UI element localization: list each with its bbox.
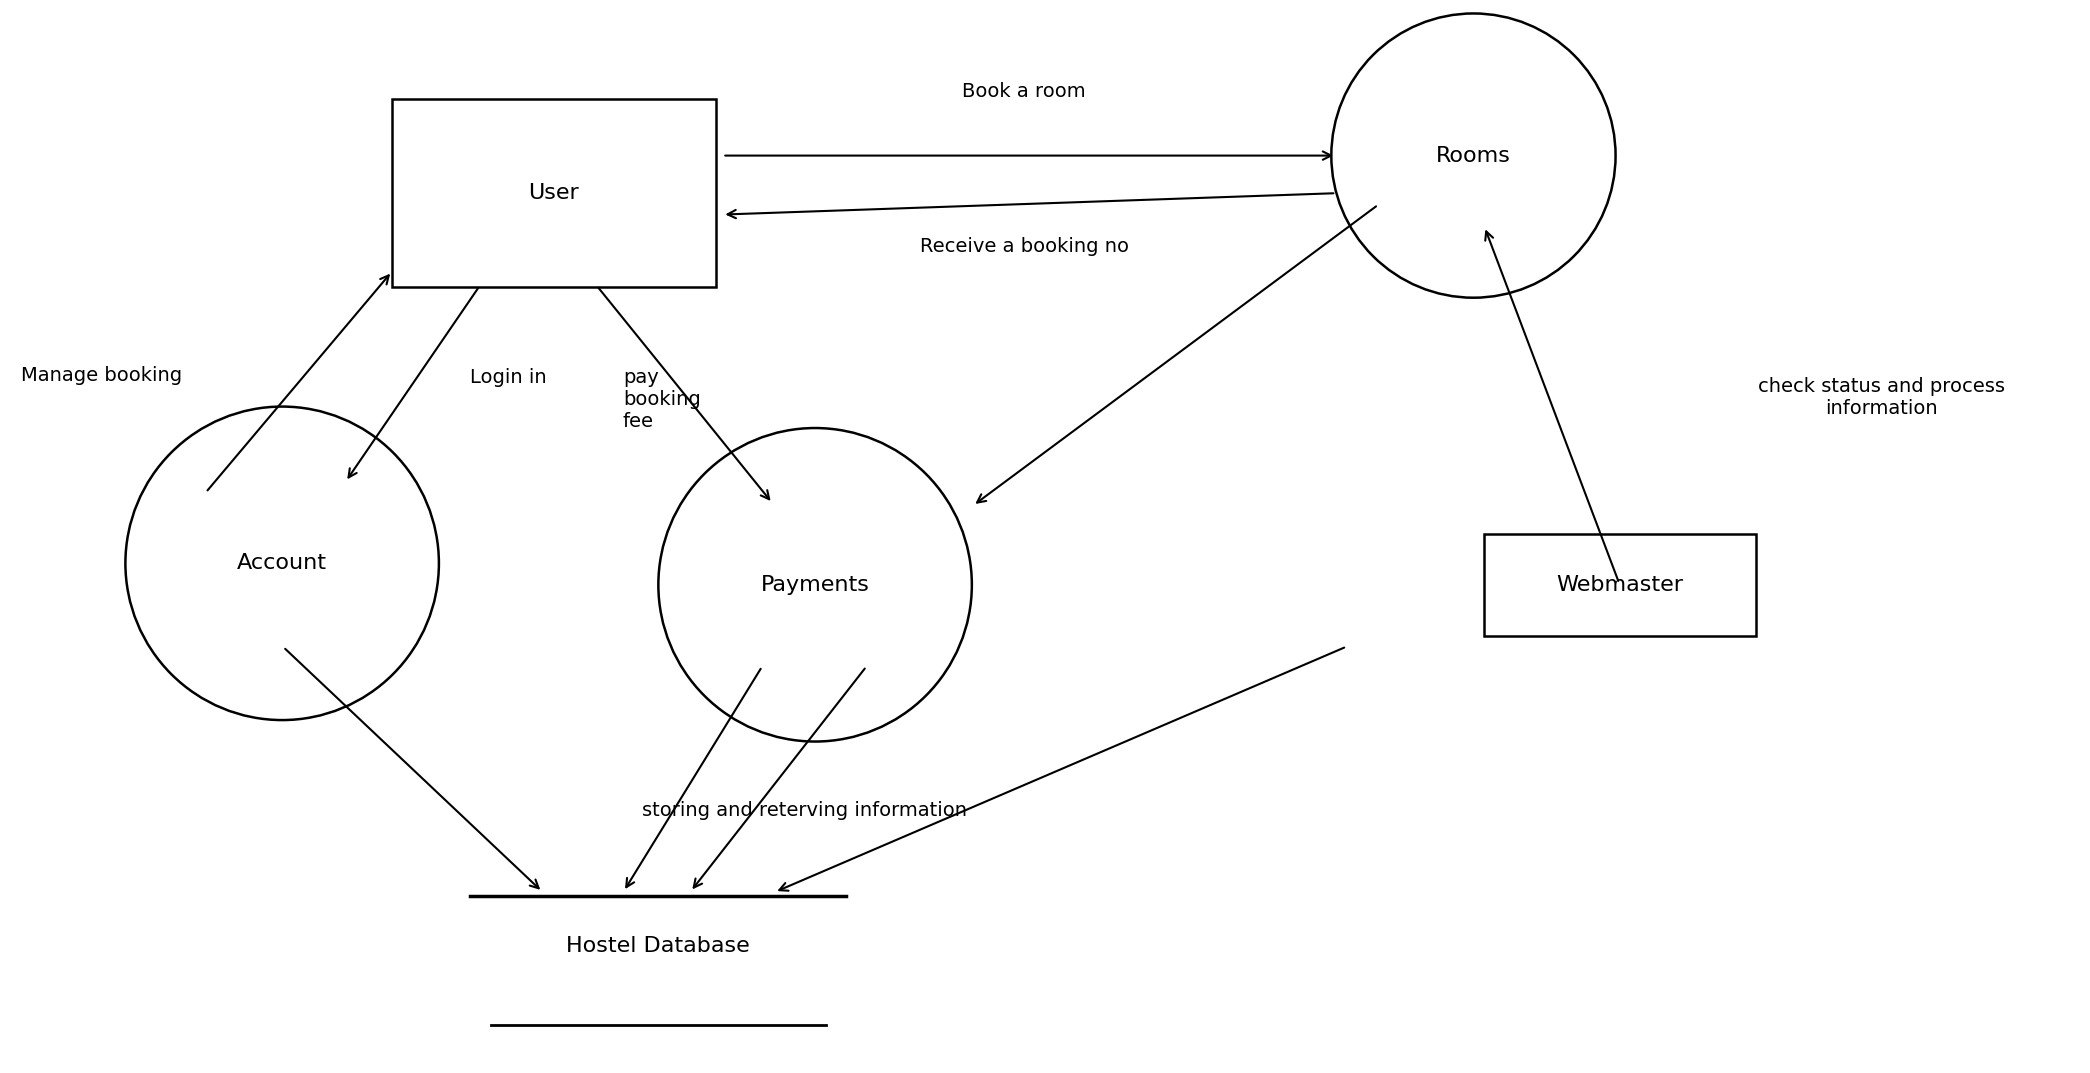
Text: Receive a booking no: Receive a booking no bbox=[920, 237, 1129, 256]
Ellipse shape bbox=[658, 428, 972, 741]
Text: Hostel Database: Hostel Database bbox=[566, 937, 750, 956]
Ellipse shape bbox=[125, 407, 439, 720]
Text: check status and process
information: check status and process information bbox=[1758, 377, 2004, 417]
Text: User: User bbox=[529, 183, 579, 203]
FancyBboxPatch shape bbox=[393, 100, 715, 288]
Text: Login in: Login in bbox=[470, 368, 548, 387]
FancyBboxPatch shape bbox=[1484, 533, 1756, 635]
Ellipse shape bbox=[1331, 14, 1616, 297]
Text: Account: Account bbox=[236, 554, 328, 573]
Text: Rooms: Rooms bbox=[1436, 146, 1511, 165]
Text: Book a room: Book a room bbox=[961, 82, 1087, 101]
Text: Webmaster: Webmaster bbox=[1557, 575, 1682, 594]
Text: Manage booking: Manage booking bbox=[21, 366, 182, 385]
Text: Payments: Payments bbox=[761, 575, 869, 594]
Text: pay
booking
fee: pay booking fee bbox=[623, 368, 700, 430]
Text: storing and reterving information: storing and reterving information bbox=[642, 800, 968, 820]
